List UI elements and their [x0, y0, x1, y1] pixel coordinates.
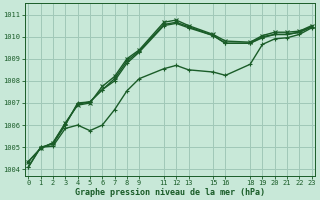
- X-axis label: Graphe pression niveau de la mer (hPa): Graphe pression niveau de la mer (hPa): [75, 188, 265, 197]
